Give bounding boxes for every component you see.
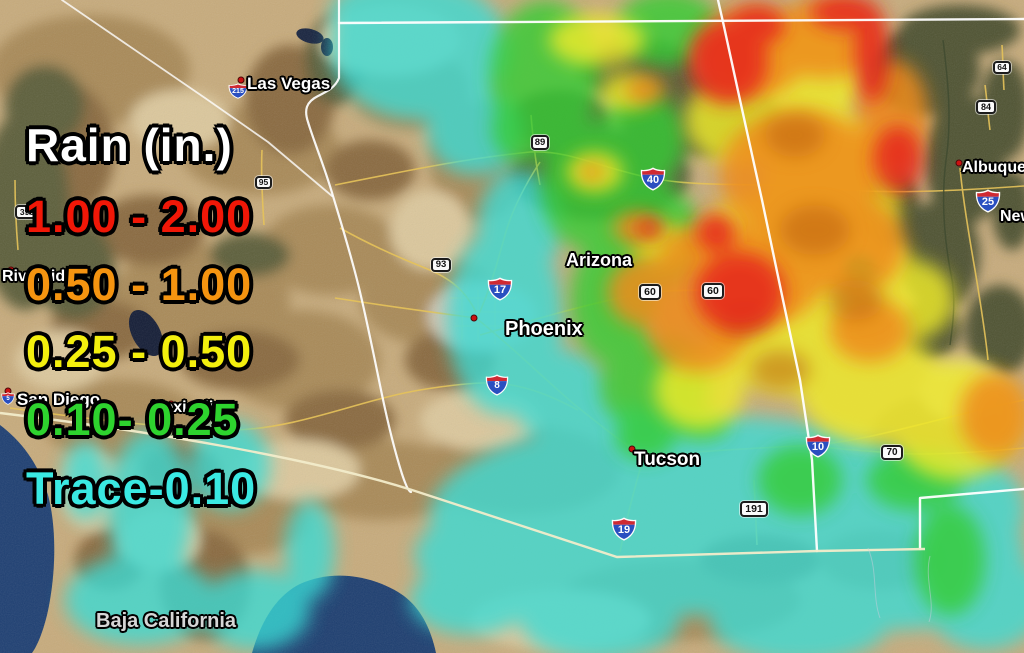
border-37n: [337, 17, 1024, 25]
legend-item-05-1in: 0.50 - 1.00: [26, 259, 253, 310]
city-label-las-vegas: Las Vegas: [247, 74, 331, 93]
legend-item-01-025in: 0.10- 0.25: [26, 394, 239, 445]
state-label-new-mexico: New Mexico: [1000, 208, 1024, 225]
interstate-10-shield: 10: [804, 434, 832, 458]
us-93-shield: 93: [431, 258, 451, 272]
legend-item-1-2in: 1.00 - 2.00: [26, 191, 253, 242]
interstate-8-shield: 8: [484, 374, 510, 396]
region-label-baja-california: Baja California: [96, 610, 237, 632]
legend-item-025-05in: 0.25 - 0.50: [26, 326, 253, 377]
interstate-17-shield: 17: [486, 277, 514, 301]
border-nm-bootheel: [918, 487, 1024, 551]
border-ca-nv: [61, 0, 333, 197]
us-89-shield: 89: [531, 135, 549, 150]
city-label-tucson: Tucson: [634, 449, 701, 470]
border-colorado-river: [305, 0, 413, 494]
legend-item-trace-01in: Trace-0.10: [26, 463, 257, 514]
city-dots: [4, 76, 963, 453]
us-395-shield: 395: [15, 205, 39, 219]
legend-title: Rain (in.): [26, 119, 233, 171]
interstate-5-shield: 5: [1, 392, 15, 405]
border-az-nm: [716, 0, 819, 553]
city-label-phoenix: Phoenix: [505, 318, 583, 340]
us-60-shield-east: 60: [702, 283, 724, 299]
us-60-shield: 60: [639, 284, 661, 300]
us-95-shield: 95: [255, 176, 272, 189]
county-line: [867, 547, 932, 623]
city-label-mexicali: Mexicali: [151, 399, 214, 416]
border-us-mexico: [0, 411, 926, 559]
city-label-albuquerque: Albuquerque: [962, 159, 1024, 176]
us-64-shield: 64: [993, 61, 1011, 74]
us-191-shield: 191: [740, 501, 768, 517]
us-70-shield: 70: [881, 445, 903, 460]
state-label-arizona: Arizona: [566, 250, 633, 270]
interstate-25-shield: 25: [974, 189, 1002, 213]
interstate-19-shield: 19: [610, 517, 638, 541]
city-label-riverside: Riverside: [2, 268, 75, 285]
us-84-shield: 84: [976, 100, 996, 114]
interstate-40-shield: 40: [639, 167, 667, 191]
city-label-san-diego: San Diego: [17, 390, 101, 409]
interstate-215-shield: 215: [228, 83, 248, 99]
